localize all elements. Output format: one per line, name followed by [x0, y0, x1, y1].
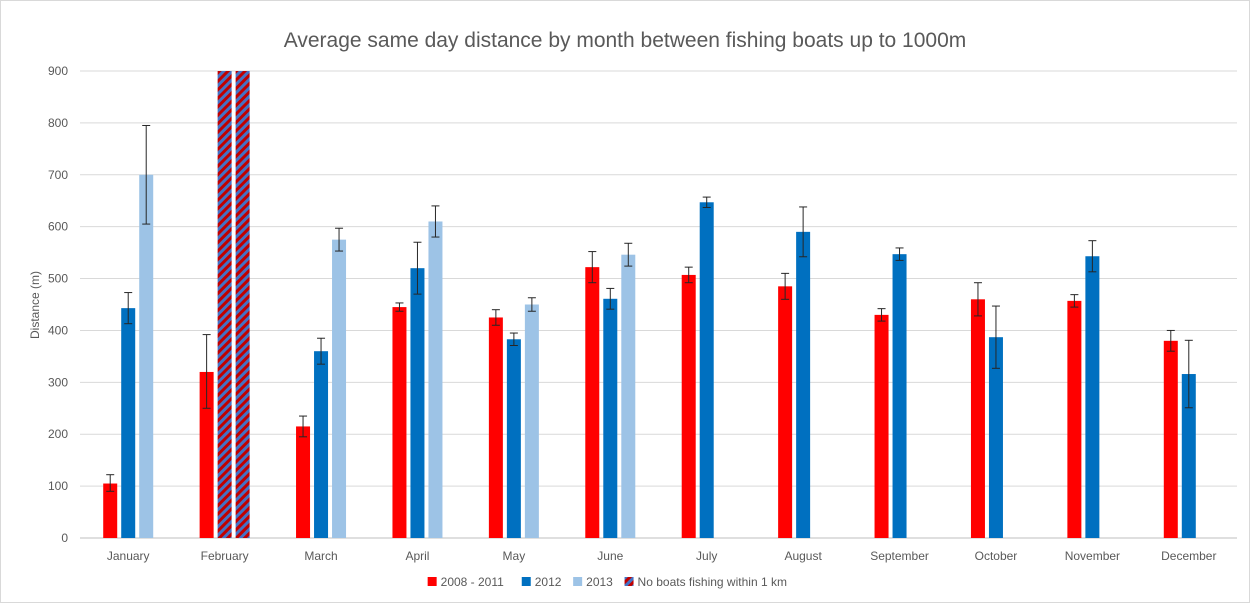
y-axis-label: Distance (m)	[28, 271, 42, 339]
y-tick-label: 800	[48, 116, 68, 130]
x-tick-label: December	[1161, 549, 1216, 563]
bar	[681, 274, 696, 538]
legend-swatch	[521, 577, 531, 586]
y-tick-label: 500	[48, 272, 68, 286]
bar	[428, 221, 443, 538]
bar	[1085, 256, 1100, 538]
x-tick-label: November	[1065, 549, 1120, 563]
x-tick-label: April	[405, 549, 429, 563]
y-tick-label: 400	[48, 323, 68, 337]
no-data-hatched-bar	[235, 71, 250, 538]
legend-swatch	[624, 577, 634, 586]
bar	[1067, 300, 1082, 538]
x-tick-label: January	[107, 549, 150, 563]
bar	[488, 317, 503, 538]
bar	[506, 339, 521, 538]
bar	[778, 286, 793, 538]
x-tick-label: February	[201, 549, 249, 563]
y-tick-label: 600	[48, 220, 68, 234]
x-tick-label: October	[975, 549, 1018, 563]
bar	[121, 308, 136, 538]
y-tick-label: 700	[48, 168, 68, 182]
bar	[970, 299, 985, 538]
bar	[621, 254, 636, 539]
bar	[103, 483, 118, 538]
bar	[603, 298, 618, 538]
bar	[296, 426, 311, 538]
bar	[392, 307, 407, 538]
x-tick-label: September	[870, 549, 929, 563]
legend-label: 2013	[586, 575, 613, 589]
y-tick-label: 100	[48, 479, 68, 493]
bar	[139, 174, 154, 538]
no-data-hatched-bar	[217, 71, 232, 538]
bar	[699, 202, 714, 539]
bar	[332, 239, 347, 538]
bar	[874, 314, 889, 538]
bar	[796, 231, 811, 538]
bar	[410, 268, 425, 538]
bar	[585, 267, 600, 538]
legend-label: No boats fishing within 1 km	[638, 575, 787, 589]
bar	[524, 304, 539, 538]
y-tick-label: 200	[48, 427, 68, 441]
chart-title: Average same day distance by month betwe…	[284, 29, 967, 52]
y-tick-label: 300	[48, 375, 68, 389]
legend-swatch	[427, 577, 437, 586]
legend-swatch	[573, 577, 583, 586]
bar	[988, 337, 1003, 538]
bar	[1163, 340, 1178, 538]
x-tick-label: May	[503, 549, 526, 563]
y-tick-label: 0	[61, 531, 68, 545]
x-tick-label: March	[304, 549, 337, 563]
legend-label: 2008 - 2011	[441, 575, 504, 589]
bar	[199, 371, 214, 538]
x-tick-label: June	[597, 549, 623, 563]
legend-label: 2012	[535, 575, 562, 589]
y-tick-label: 900	[48, 64, 68, 78]
bar	[314, 351, 329, 538]
bar	[1181, 374, 1196, 538]
x-tick-label: July	[696, 549, 717, 563]
x-tick-label: August	[784, 549, 822, 563]
bar	[892, 254, 907, 538]
